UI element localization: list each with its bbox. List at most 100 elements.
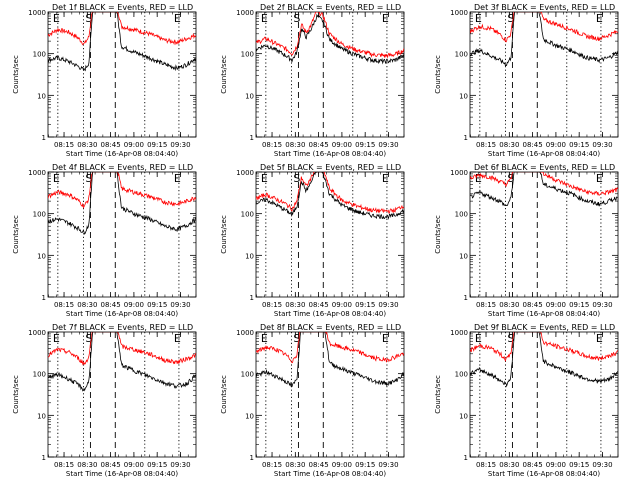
x-axis-label: Start Time (16-Apr-08 08:04:40) <box>66 310 178 318</box>
x-tick-label: 08:30 <box>285 461 305 469</box>
marker-label: E <box>261 12 268 25</box>
y-tick-label: 1000 <box>236 329 254 337</box>
x-tick-label: 09:15 <box>147 141 167 149</box>
x-tick-label: 08:30 <box>77 301 97 309</box>
panel-3: Det 3f BLACK = Events, RED = LLD 1 10 100 10… <box>434 3 619 158</box>
y-tick-label: 10 <box>245 252 254 260</box>
y-tick-label: 1000 <box>28 9 46 17</box>
marker-label: E <box>475 12 482 25</box>
x-tick-label: 09:00 <box>124 301 144 309</box>
y-tick-label: 100 <box>241 51 254 59</box>
x-axis-label: Start Time (16-Apr-08 08:04:40) <box>488 470 600 478</box>
x-tick-label: 09:30 <box>592 461 612 469</box>
plot-frame <box>255 11 405 138</box>
marker-label: E <box>596 12 603 25</box>
lld-series-line <box>256 12 404 59</box>
x-axis-label: Start Time (16-Apr-08 08:04:40) <box>488 310 600 318</box>
x-tick-label: 09:30 <box>170 301 190 309</box>
events-series-line <box>256 13 404 65</box>
marker-label: E <box>174 332 181 345</box>
y-tick-label: 10 <box>37 412 46 420</box>
x-tick-label: 09:15 <box>569 301 589 309</box>
panel-9: Det 9f BLACK = Events, RED = LLD 1 10 100 10… <box>434 323 619 478</box>
x-tick-label: 09:00 <box>124 141 144 149</box>
x-tick-label: 09:30 <box>378 461 398 469</box>
panel-5: Det 5f BLACK = Events, RED = LLD 1 10 100 10… <box>220 163 405 318</box>
y-tick-label: 1 <box>250 134 254 142</box>
marker-label: S <box>85 172 92 185</box>
x-axis-label: Start Time (16-Apr-08 08:04:40) <box>274 310 386 318</box>
x-tick-label: 08:15 <box>54 301 74 309</box>
marker-label: E <box>475 332 482 345</box>
x-tick-label: 08:15 <box>54 461 74 469</box>
x-tick-label: 08:15 <box>262 461 282 469</box>
x-tick-label: 08:30 <box>499 461 519 469</box>
y-tick-label: 10 <box>37 92 46 100</box>
y-axis-label: Counts/sec <box>12 55 20 94</box>
marker-label: E <box>261 332 268 345</box>
x-tick-label: 08:30 <box>77 461 97 469</box>
x-tick-label: 09:15 <box>355 301 375 309</box>
x-tick-label: 08:15 <box>476 141 496 149</box>
marker-label: S <box>85 12 92 25</box>
y-tick-label: 100 <box>241 211 254 219</box>
lld-series-line <box>470 172 618 196</box>
x-tick-label: 08:30 <box>285 141 305 149</box>
x-axis-label: Start Time (16-Apr-08 08:04:40) <box>274 150 386 158</box>
events-series-line <box>256 172 404 220</box>
x-tick-label: 09:30 <box>378 301 398 309</box>
y-tick-label: 1000 <box>28 169 46 177</box>
panel-title: Det 5f BLACK = Events, RED = LLD <box>260 163 401 172</box>
lld-series-line <box>48 12 196 46</box>
panel-title: Det 8f BLACK = Events, RED = LLD <box>260 323 401 332</box>
lld-series-line <box>48 332 196 366</box>
y-tick-label: 1000 <box>450 329 468 337</box>
y-tick-label: 10 <box>459 252 468 260</box>
plot-frame <box>47 11 197 138</box>
x-tick-label: 08:30 <box>499 301 519 309</box>
y-tick-label: 100 <box>241 371 254 379</box>
x-axis-label: Start Time (16-Apr-08 08:04:40) <box>488 150 600 158</box>
y-tick-label: 1000 <box>28 329 46 337</box>
y-axis-label: Counts/sec <box>434 215 442 254</box>
x-tick-label: 08:45 <box>101 301 121 309</box>
y-tick-label: 1 <box>250 294 254 302</box>
panel-title: Det 7f BLACK = Events, RED = LLD <box>52 323 193 332</box>
events-series-line <box>470 12 618 67</box>
plot-frame <box>255 331 405 458</box>
y-axis-label: Counts/sec <box>12 215 20 254</box>
panel-1: Det 1f BLACK = Events, RED = LLD 1 10 100 10… <box>12 3 197 158</box>
y-tick-label: 10 <box>37 252 46 260</box>
x-axis-label: Start Time (16-Apr-08 08:04:40) <box>274 470 386 478</box>
y-tick-label: 1 <box>42 454 46 462</box>
marker-label: E <box>596 172 603 185</box>
y-tick-label: 1 <box>464 134 468 142</box>
y-axis-label: Counts/sec <box>434 375 442 414</box>
x-tick-label: 09:15 <box>355 141 375 149</box>
y-tick-label: 100 <box>455 371 468 379</box>
x-tick-label: 08:45 <box>101 141 121 149</box>
x-tick-label: 09:15 <box>355 461 375 469</box>
events-series-line <box>256 332 404 387</box>
plot-frame <box>469 11 619 138</box>
panel-4: Det 4f BLACK = Events, RED = LLD 1 10 100 10… <box>12 163 197 318</box>
x-tick-label: 09:00 <box>124 461 144 469</box>
x-tick-label: 08:30 <box>77 141 97 149</box>
plot-frame <box>469 331 619 458</box>
events-series-line <box>48 172 196 235</box>
panel-title: Det 1f BLACK = Events, RED = LLD <box>52 3 193 12</box>
x-tick-label: 08:45 <box>101 461 121 469</box>
y-tick-label: 1 <box>464 454 468 462</box>
marker-label: S <box>85 332 92 345</box>
panel-6: Det 6f BLACK = Events, RED = LLD 1 10 100 10… <box>434 163 619 318</box>
x-tick-label: 08:15 <box>476 461 496 469</box>
panel-title: Det 2f BLACK = Events, RED = LLD <box>260 3 401 12</box>
plot-frame <box>469 171 619 298</box>
y-tick-label: 100 <box>33 211 46 219</box>
lld-series-line <box>470 332 618 362</box>
events-series-line <box>48 332 196 392</box>
events-series-line <box>470 172 618 207</box>
lld-series-line <box>256 332 404 364</box>
y-tick-label: 1 <box>42 134 46 142</box>
